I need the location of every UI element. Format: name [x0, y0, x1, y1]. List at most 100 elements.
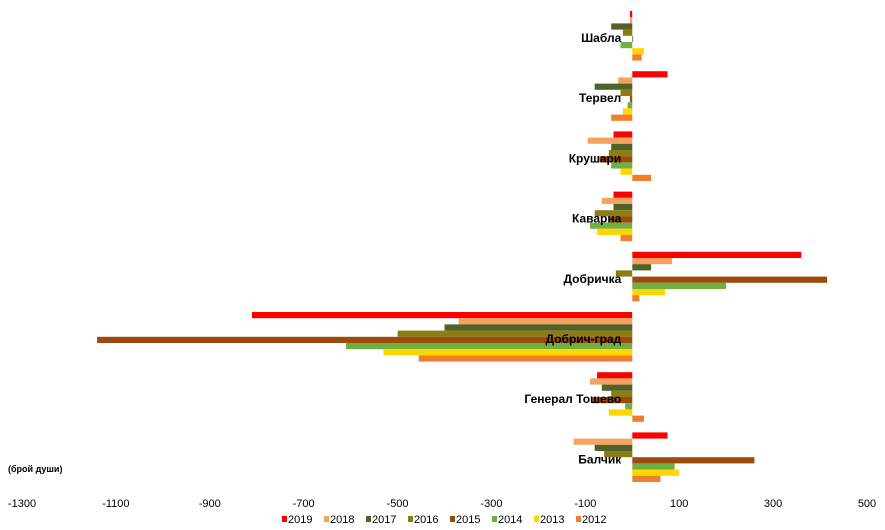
bar-2017-1 [594, 83, 633, 90]
category-label: Добрич-град [546, 332, 622, 346]
bar-2019-6 [597, 372, 633, 379]
bar-2015-1 [629, 96, 633, 103]
bar-2012-3 [620, 235, 633, 242]
category-label: Балчик [578, 452, 622, 466]
legend: 2019 2018 2017 2016 2015 2014 2013 2012 [282, 514, 606, 526]
bar-2017-4 [632, 264, 652, 271]
bar-2012-2 [632, 174, 652, 181]
category-label: Шабла [581, 31, 621, 45]
bar-2015-3 [608, 216, 633, 223]
bar-2014-7 [632, 463, 675, 470]
bar-2014-1 [627, 102, 633, 109]
legend-label: 2013 [540, 514, 564, 526]
bar-2014-4 [632, 282, 727, 289]
bar-2018-0 [629, 17, 633, 24]
bar-2017-0 [611, 23, 633, 30]
bar-2012-5 [418, 355, 633, 362]
legend-swatch-2017 [366, 516, 371, 522]
legend-label: 2014 [498, 514, 522, 526]
legend-label: 2016 [414, 514, 438, 526]
bar-2017-5 [444, 324, 633, 331]
bar-2019-5 [252, 312, 633, 319]
bar-2013-6 [608, 409, 633, 416]
legend-swatch-2012 [576, 516, 581, 522]
x-tick-label: -300 [480, 498, 502, 510]
bar-2015-5 [97, 336, 633, 343]
x-tick-label: 500 [858, 498, 876, 510]
bar-2019-3 [613, 191, 633, 198]
x-tick-label: -700 [293, 498, 315, 510]
bar-2019-7 [632, 432, 668, 439]
category-label: Генерал Тошево [524, 392, 621, 406]
category-label: Каварна [572, 212, 622, 226]
category-label: Крушари [569, 151, 622, 165]
legend-label: 2018 [330, 514, 354, 526]
bar-2016-3 [594, 210, 633, 217]
legend-label: 2012 [582, 514, 606, 526]
bar-2017-7 [594, 444, 633, 451]
x-tick-label: -1100 [102, 498, 129, 510]
x-tick-label: -900 [199, 498, 221, 510]
bar-2019-0 [629, 11, 633, 18]
bar-2016-7 [604, 451, 633, 458]
bar-2012-7 [632, 475, 661, 482]
bar-2019-1 [632, 71, 668, 78]
bar-2018-3 [601, 197, 633, 204]
bar-2016-6 [611, 390, 633, 397]
bar-2017-3 [613, 204, 633, 211]
bar-2012-6 [632, 415, 644, 422]
bar-2016-4 [615, 270, 633, 277]
bar-2013-5 [383, 349, 633, 356]
x-tick-labels-group: -1300 -1100 -900 -700 -500 -300 -100 100 300 500 [8, 498, 876, 510]
bar-2018-7 [573, 438, 633, 445]
legend-swatch-2016 [408, 516, 413, 522]
bar-2019-4 [632, 251, 802, 258]
legend-swatch-2019 [282, 516, 287, 522]
bar-2018-5 [458, 318, 633, 325]
bar-2013-4 [632, 289, 666, 296]
x-tick-label: -500 [387, 498, 409, 510]
bar-2017-6 [601, 384, 633, 391]
legend-swatch-2014 [492, 516, 497, 522]
bar-2013-7 [632, 469, 680, 476]
bar-2015-4 [632, 276, 828, 283]
bar-2018-6 [590, 378, 633, 385]
bar-2014-0 [620, 42, 633, 49]
bar-2016-1 [620, 89, 633, 96]
bar-2018-4 [632, 258, 673, 265]
category-label: Добричка [563, 272, 621, 286]
legend-swatch-2015 [450, 516, 455, 522]
bar-2017-2 [611, 143, 633, 150]
bar-2018-2 [587, 137, 633, 144]
legend-swatch-2013 [534, 516, 539, 522]
legend-label: 2019 [288, 514, 312, 526]
bar-2013-2 [620, 168, 633, 175]
bar-2012-0 [632, 54, 642, 61]
bar-2015-6 [592, 397, 633, 404]
x-tick-label: 100 [670, 498, 688, 510]
x-tick-label: -1300 [8, 498, 36, 510]
bar-2013-1 [622, 108, 633, 115]
bar-2014-6 [625, 403, 633, 410]
bar-2016-2 [608, 150, 633, 157]
bar-2012-1 [611, 114, 633, 121]
bar-2012-4 [632, 295, 640, 302]
legend-swatch-2018 [324, 516, 329, 522]
legend-label: 2015 [456, 514, 480, 526]
x-tick-label: -100 [574, 498, 596, 510]
bar-2016-5 [397, 330, 633, 337]
bar-2016-0 [622, 29, 633, 36]
bar-2014-2 [611, 162, 633, 169]
legend-label: 2017 [372, 514, 396, 526]
x-tick-label: 300 [764, 498, 782, 510]
bar-2013-0 [632, 48, 644, 55]
bar-2013-3 [597, 228, 633, 235]
bar-2019-2 [613, 131, 633, 138]
category-labels-group: Шабла Тервел Крушари Каварна Добричка Добрич-… [524, 31, 622, 466]
bar-2015-2 [599, 156, 633, 163]
bar-2015-7 [632, 457, 755, 464]
bar-2014-3 [590, 222, 633, 229]
unit-label: (брой души) [8, 464, 62, 474]
bar-2014-5 [345, 343, 633, 350]
